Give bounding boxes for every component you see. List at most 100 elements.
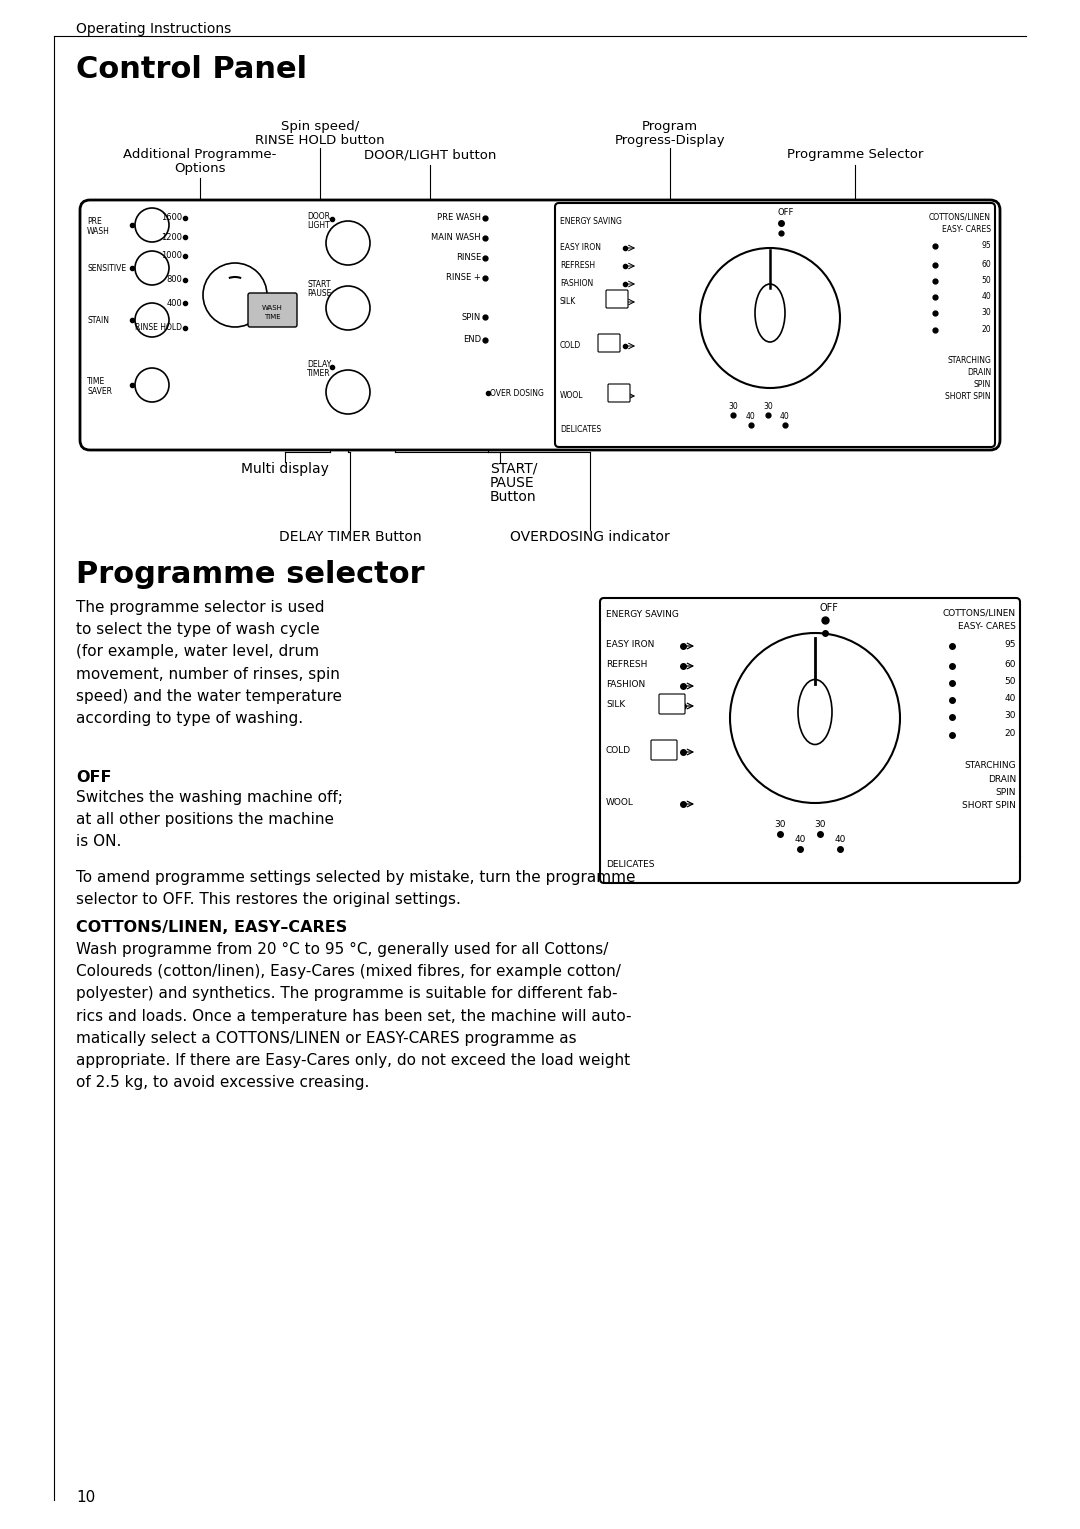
- Text: DRAIN: DRAIN: [967, 368, 991, 378]
- Text: 10: 10: [76, 1489, 95, 1505]
- Text: SPIN: SPIN: [996, 787, 1016, 797]
- Text: ☝: ☝: [607, 338, 611, 347]
- FancyBboxPatch shape: [659, 694, 685, 714]
- Text: SPIN: SPIN: [974, 381, 991, 388]
- Text: COTTONS/LINEN: COTTONS/LINEN: [943, 609, 1016, 618]
- Text: 40: 40: [1004, 694, 1016, 703]
- Text: WOOL: WOOL: [606, 798, 634, 807]
- Text: ☝: ☝: [617, 388, 622, 398]
- Text: PRE WASH: PRE WASH: [437, 214, 481, 223]
- FancyBboxPatch shape: [651, 740, 677, 760]
- Text: 40: 40: [794, 835, 806, 844]
- Text: RINSE +: RINSE +: [446, 274, 481, 283]
- Text: SPIN: SPIN: [462, 312, 481, 321]
- Text: DELICATES: DELICATES: [606, 859, 654, 868]
- Text: 1200: 1200: [161, 232, 183, 242]
- Text: 40: 40: [835, 835, 846, 844]
- Text: DELICATES: DELICATES: [561, 425, 602, 434]
- Text: OFF: OFF: [820, 602, 839, 613]
- Text: 30: 30: [728, 402, 738, 411]
- Text: PAUSE: PAUSE: [307, 289, 332, 298]
- Text: WOOL: WOOL: [561, 391, 583, 401]
- Text: 30: 30: [814, 820, 826, 829]
- Text: 50: 50: [982, 277, 991, 284]
- Text: START/: START/: [490, 462, 538, 476]
- Text: MAIN WASH: MAIN WASH: [431, 234, 481, 243]
- Text: START: START: [307, 280, 330, 289]
- Text: 40: 40: [746, 411, 756, 420]
- Text: TIME: TIME: [264, 313, 281, 320]
- Circle shape: [135, 251, 168, 284]
- Text: COTTONS/LINEN: COTTONS/LINEN: [929, 213, 991, 222]
- Ellipse shape: [755, 284, 785, 342]
- FancyBboxPatch shape: [80, 200, 1000, 450]
- Text: RINSE: RINSE: [456, 254, 481, 263]
- Text: OFF: OFF: [777, 208, 794, 217]
- Text: REFRESH: REFRESH: [561, 261, 595, 271]
- Text: Programme selector: Programme selector: [76, 560, 424, 589]
- Text: FASHION: FASHION: [606, 680, 645, 690]
- Text: 800: 800: [166, 275, 183, 284]
- Text: REFRESH: REFRESH: [606, 661, 647, 670]
- Text: STAIN: STAIN: [87, 317, 109, 326]
- Text: Wash programme from 20 °C to 95 °C, generally used for all Cottons/
Coloureds (c: Wash programme from 20 °C to 95 °C, gene…: [76, 942, 632, 1090]
- Text: Progress-Display: Progress-Display: [615, 135, 726, 147]
- Text: 1600: 1600: [161, 214, 183, 223]
- Text: WASH: WASH: [87, 226, 110, 235]
- Text: 60: 60: [982, 260, 991, 269]
- Circle shape: [203, 263, 267, 327]
- Text: 95: 95: [982, 242, 991, 251]
- FancyBboxPatch shape: [248, 294, 297, 327]
- Text: SENSITIVE: SENSITIVE: [87, 265, 126, 274]
- Text: STARCHING: STARCHING: [964, 761, 1016, 771]
- Text: To amend programme settings selected by mistake, turn the programme
selector to : To amend programme settings selected by …: [76, 870, 635, 907]
- Circle shape: [135, 303, 168, 336]
- Text: RINSE HOLD: RINSE HOLD: [135, 324, 183, 332]
- Text: 50: 50: [1004, 677, 1016, 687]
- Text: Additional Programme-: Additional Programme-: [123, 148, 276, 161]
- Text: 95: 95: [1004, 641, 1016, 648]
- Text: TIME: TIME: [87, 378, 105, 385]
- Text: OVER DOSING: OVER DOSING: [490, 388, 544, 398]
- Circle shape: [700, 248, 840, 388]
- Ellipse shape: [798, 679, 832, 745]
- Text: SILK: SILK: [606, 700, 625, 709]
- Text: 60: 60: [1004, 661, 1016, 670]
- Text: EASY IRON: EASY IRON: [561, 243, 600, 252]
- Text: The programme selector is used
to select the type of wash cycle
(for example, wa: The programme selector is used to select…: [76, 599, 342, 726]
- Text: TIMER: TIMER: [307, 368, 330, 378]
- Text: EASY- CARES: EASY- CARES: [958, 622, 1016, 631]
- FancyBboxPatch shape: [600, 598, 1020, 884]
- FancyBboxPatch shape: [608, 384, 630, 402]
- Text: 30: 30: [1004, 711, 1016, 720]
- Text: SHORT SPIN: SHORT SPIN: [945, 391, 991, 401]
- Text: SAVER: SAVER: [87, 387, 112, 396]
- Text: END: END: [463, 335, 481, 344]
- Text: 400: 400: [166, 298, 183, 307]
- FancyBboxPatch shape: [606, 291, 627, 307]
- Text: ☝: ☝: [615, 295, 620, 303]
- Text: Multi display: Multi display: [241, 462, 329, 476]
- Text: Control Panel: Control Panel: [76, 55, 307, 84]
- Text: FASHION: FASHION: [561, 278, 593, 287]
- Text: DOOR: DOOR: [307, 213, 330, 222]
- Text: COLD: COLD: [561, 341, 581, 350]
- Text: DELAY TIMER Button: DELAY TIMER Button: [279, 531, 421, 544]
- Text: 30: 30: [764, 402, 773, 411]
- Text: Operating Instructions: Operating Instructions: [76, 21, 231, 37]
- Text: OFF: OFF: [76, 771, 111, 784]
- Text: ENERGY SAVING: ENERGY SAVING: [606, 610, 679, 619]
- Text: ☝: ☝: [669, 699, 675, 709]
- Text: 40: 40: [780, 411, 789, 420]
- Text: 20: 20: [982, 326, 991, 333]
- Text: 1000: 1000: [161, 251, 183, 260]
- Text: COTTONS/LINEN, EASY–CARES: COTTONS/LINEN, EASY–CARES: [76, 920, 348, 936]
- Text: PRE: PRE: [87, 217, 102, 226]
- Circle shape: [326, 286, 370, 330]
- Circle shape: [326, 222, 370, 265]
- Text: OVERDOSING indicator: OVERDOSING indicator: [510, 531, 670, 544]
- Text: EASY- CARES: EASY- CARES: [942, 225, 991, 234]
- Circle shape: [730, 633, 900, 803]
- Text: Spin speed/: Spin speed/: [281, 119, 360, 133]
- Text: 40: 40: [982, 292, 991, 301]
